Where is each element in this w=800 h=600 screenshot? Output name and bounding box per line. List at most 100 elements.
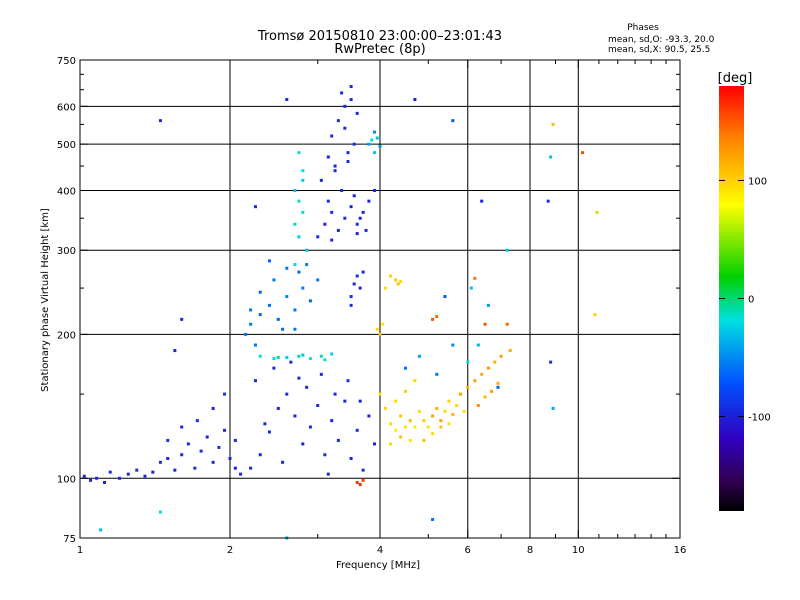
data-point [483, 322, 487, 326]
data-point [319, 178, 323, 182]
colorbar-label: [deg] [718, 71, 753, 86]
data-point [285, 98, 289, 102]
data-points [82, 85, 599, 540]
data-point [323, 358, 327, 362]
data-point [305, 385, 309, 389]
data-point [343, 104, 347, 108]
data-point [326, 199, 330, 203]
data-point [173, 468, 177, 472]
data-point [399, 414, 403, 418]
data-point [297, 270, 301, 274]
data-point [253, 379, 257, 383]
data-point [473, 379, 477, 383]
x-tick-label: 6 [465, 545, 471, 556]
data-point [297, 151, 301, 155]
data-point [435, 314, 439, 318]
data-point [199, 449, 203, 453]
data-point [276, 317, 280, 321]
data-point [89, 478, 93, 482]
data-point [293, 222, 297, 226]
chart-title: Tromsø 20150810 23:00:00–23:01:43 [257, 29, 502, 44]
data-point [439, 425, 443, 429]
data-point [476, 403, 480, 407]
data-point [166, 438, 170, 442]
data-point [381, 322, 385, 326]
data-point [258, 313, 262, 317]
data-point [297, 354, 301, 358]
x-tick-label: 4 [377, 545, 383, 556]
data-point [451, 343, 455, 347]
data-point [451, 119, 455, 123]
data-point [358, 286, 362, 290]
data-point [340, 91, 344, 95]
data-point [581, 151, 585, 155]
data-point [375, 327, 379, 331]
data-point [508, 349, 512, 353]
phase-stats: Phases mean, sd,O: -93.3, 20.0 mean, sd,… [608, 23, 715, 55]
data-point [413, 379, 417, 383]
y-axis-label: Stationary phase Virtual Height [km] [40, 208, 51, 392]
data-point [301, 169, 305, 173]
data-point [346, 151, 350, 155]
data-point [355, 428, 359, 432]
data-point [389, 422, 393, 426]
data-point [361, 270, 365, 274]
data-point [549, 155, 553, 159]
data-point [355, 480, 359, 484]
data-point [289, 360, 293, 364]
data-point [505, 322, 509, 326]
data-point [333, 164, 337, 168]
data-point [253, 205, 257, 209]
axis-ticks: 1 2 4 6 8 10 16 75 100 200 300 400 500 600 750 [57, 56, 686, 556]
data-point [349, 85, 353, 89]
data-point [267, 259, 271, 263]
x-tick-label: 1 [77, 545, 83, 556]
data-point [319, 354, 323, 358]
data-point [330, 419, 334, 423]
x-tick-label: 16 [674, 545, 687, 556]
stats-x-mode: mean, sd,X: 90.5, 25.5 [608, 45, 710, 55]
data-point [476, 343, 480, 347]
data-point [403, 389, 407, 393]
data-point [373, 442, 377, 446]
data-point [466, 385, 470, 389]
data-point [486, 303, 490, 307]
data-point [249, 308, 253, 312]
data-point [417, 354, 421, 358]
data-point [333, 392, 337, 396]
data-point [316, 278, 320, 282]
data-point [82, 474, 86, 478]
data-point [403, 425, 407, 429]
data-point [186, 442, 190, 446]
data-point [551, 122, 555, 126]
data-point [435, 406, 439, 410]
data-point [285, 295, 289, 299]
data-point [301, 210, 305, 214]
data-point [593, 313, 597, 317]
data-point [480, 199, 484, 203]
data-point [549, 360, 553, 364]
data-point [253, 343, 257, 347]
data-point [305, 263, 309, 267]
data-point [349, 456, 353, 460]
data-point [276, 355, 280, 359]
data-point [361, 210, 365, 214]
data-point [143, 474, 147, 478]
colorbar: [deg] 100 0 -100 [718, 71, 771, 511]
x-tick-label: 10 [572, 545, 585, 556]
data-point [370, 138, 374, 142]
data-point [272, 357, 276, 361]
y-tick-label: 75 [63, 534, 76, 545]
data-point [336, 438, 340, 442]
data-point [263, 422, 267, 426]
data-point [193, 466, 197, 470]
data-point [293, 414, 297, 418]
plot-area: 1 2 4 6 8 10 16 75 100 200 300 400 500 600 750 [57, 56, 686, 556]
data-point [493, 360, 497, 364]
data-point [276, 406, 280, 410]
data-point [551, 406, 555, 410]
data-point [326, 155, 330, 159]
data-point [378, 144, 382, 148]
data-point [422, 419, 426, 423]
data-point [301, 442, 305, 446]
